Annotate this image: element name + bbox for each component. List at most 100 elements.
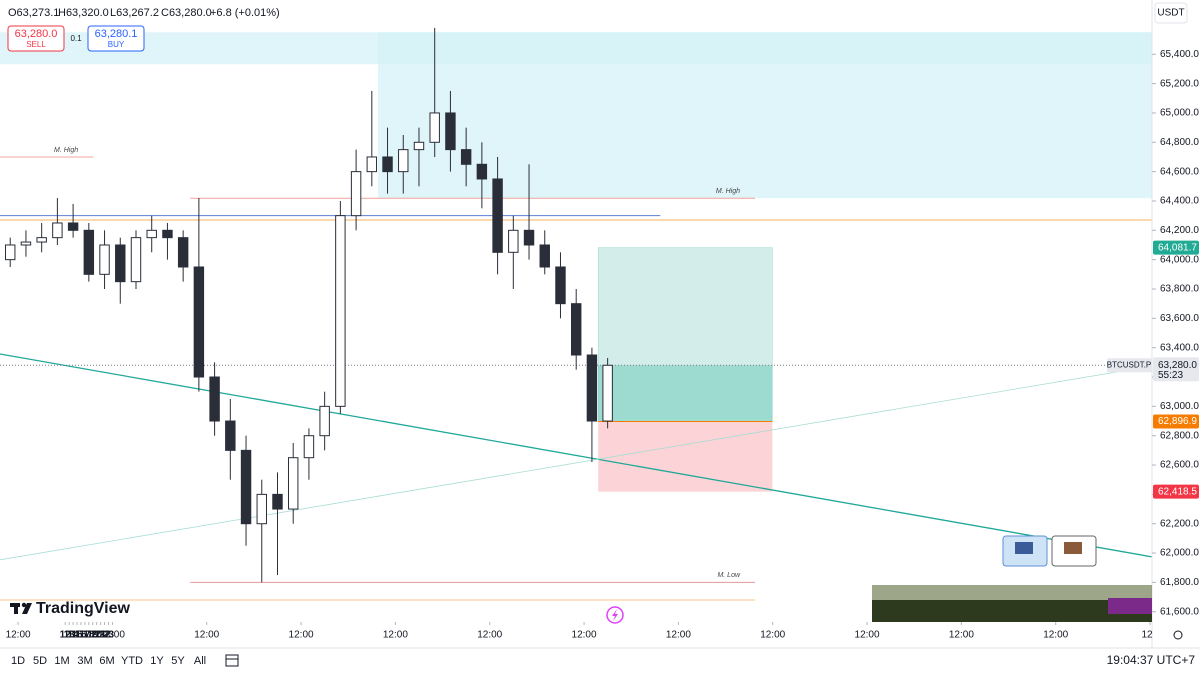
candle-body xyxy=(115,244,126,283)
y-tick-label: 62,600.0 xyxy=(1160,460,1199,471)
price-badge: 62,896.9 xyxy=(1158,416,1197,427)
open-profit-zone xyxy=(598,365,773,422)
candle-body xyxy=(256,493,267,525)
sell-price: 63,280.0 xyxy=(15,28,58,40)
current-price: 63,280.0 xyxy=(1158,360,1197,371)
spread: 0.1 xyxy=(70,34,82,43)
x-tick-label: 12:00 xyxy=(6,630,31,641)
game-widget xyxy=(872,535,1152,622)
candle-body xyxy=(240,449,252,525)
candle-body xyxy=(476,163,488,180)
range-button[interactable]: 1D xyxy=(11,655,25,667)
candle-body xyxy=(570,303,582,356)
x-tick-label: 12:00 xyxy=(855,630,880,641)
target-zone xyxy=(597,247,773,422)
range-button[interactable]: 5Y xyxy=(171,655,185,667)
alert-icon[interactable] xyxy=(606,606,624,624)
currency-button[interactable] xyxy=(1154,2,1188,24)
candle-body xyxy=(350,171,362,217)
zone xyxy=(378,32,1153,199)
brand: TradingView xyxy=(36,600,131,617)
y-tick-label: 63,600.0 xyxy=(1160,313,1199,324)
y-tick-label: 64,200.0 xyxy=(1160,225,1199,236)
candle-body xyxy=(539,244,550,268)
sell-label: SELL xyxy=(26,40,46,49)
y-tick-label: 62,000.0 xyxy=(1160,548,1199,559)
candle-body xyxy=(5,244,16,261)
x-tick-label: 12 xyxy=(60,630,72,641)
x-tick-label: 12:00 xyxy=(666,630,691,641)
x-tick-label: 12:00 xyxy=(477,630,502,641)
x-tick-label: 12:00 xyxy=(572,630,597,641)
currency: USDT xyxy=(1157,8,1184,19)
candle-body xyxy=(398,149,409,173)
y-tick-label: 64,800.0 xyxy=(1160,137,1199,148)
x-tick-label: 12:00 xyxy=(949,630,974,641)
candle-body xyxy=(52,222,63,239)
x-tick-label: 12:00 xyxy=(760,630,785,641)
price-badge: 62,418.5 xyxy=(1158,486,1197,497)
stop-zone xyxy=(598,421,773,492)
x-tick-label: 14 xyxy=(68,630,80,641)
range-button[interactable]: 5D xyxy=(33,655,47,667)
sell-button[interactable] xyxy=(7,25,65,52)
level-label: M. Low xyxy=(717,572,741,579)
candle-body xyxy=(508,229,519,253)
price-badge-bg xyxy=(1153,484,1199,499)
range-button[interactable]: 1M xyxy=(54,655,69,667)
x-tick-label: 22 xyxy=(99,630,111,641)
x-tick-label: 20 xyxy=(91,630,103,641)
range-button[interactable]: All xyxy=(194,655,206,667)
y-tick-label: 63,000.0 xyxy=(1160,401,1199,412)
candle-body xyxy=(193,266,205,378)
date-range-icon[interactable] xyxy=(225,654,239,667)
x-tick-label: 13 xyxy=(64,630,76,641)
x-tick-label: 19 xyxy=(87,630,99,641)
price-badge: 64,081.7 xyxy=(1158,242,1197,253)
symbol-tag: BTCUSDT.P xyxy=(1107,360,1151,369)
candle-body xyxy=(36,237,47,243)
y-tick-label: 65,400.0 xyxy=(1160,49,1199,60)
candle-body xyxy=(586,354,598,422)
x-tick-label: 15 xyxy=(71,630,83,641)
candle-body xyxy=(209,376,220,422)
candle-body xyxy=(99,244,110,275)
candle-body xyxy=(492,178,503,253)
countdown: 55:23 xyxy=(1158,370,1183,381)
legend-change: +6.8 (+0.01%) xyxy=(210,7,280,19)
candle-body xyxy=(20,241,32,246)
y-tick-label: 64,000.0 xyxy=(1160,254,1199,265)
x-tick-label: 17 xyxy=(79,630,91,641)
brand-logo xyxy=(10,602,32,614)
range-button[interactable]: 6M xyxy=(99,655,114,667)
candle-body xyxy=(83,229,95,275)
candle-body xyxy=(272,493,283,510)
y-tick-label: 63,800.0 xyxy=(1160,284,1199,295)
clock: 19:04:37 UTC+7 xyxy=(1107,653,1196,667)
x-tick-label: 18 xyxy=(83,630,95,641)
legend-close: C63,280.0 xyxy=(161,7,212,19)
trend-line xyxy=(0,365,1153,561)
buy-button[interactable] xyxy=(87,25,145,52)
price-badge-bg xyxy=(1153,240,1199,255)
x-tick-label: 12:00 xyxy=(100,630,125,641)
settings-icon[interactable] xyxy=(1173,630,1183,640)
range-button[interactable]: YTD xyxy=(121,655,143,667)
legend-high: H63,320.0 xyxy=(58,7,109,19)
x-tick-label: 12:00 xyxy=(1043,630,1068,641)
y-tick-label: 65,000.0 xyxy=(1160,108,1199,119)
y-tick-label: 64,600.0 xyxy=(1160,166,1199,177)
current-price-bg xyxy=(1153,357,1199,382)
candle-body xyxy=(555,266,566,305)
range-button[interactable]: 1Y xyxy=(150,655,164,667)
y-tick-label: 65,200.0 xyxy=(1160,78,1199,89)
candle-body xyxy=(460,149,472,165)
legend-low: L63,267.2 xyxy=(110,7,159,19)
candle-body xyxy=(130,237,142,283)
candle-body xyxy=(602,364,613,422)
x-tick-label: 12:00 xyxy=(383,630,408,641)
range-button[interactable]: 3M xyxy=(77,655,92,667)
candle-body xyxy=(225,420,236,451)
y-tick-label: 64,400.0 xyxy=(1160,196,1199,207)
x-tick-label: 23 xyxy=(103,630,115,641)
